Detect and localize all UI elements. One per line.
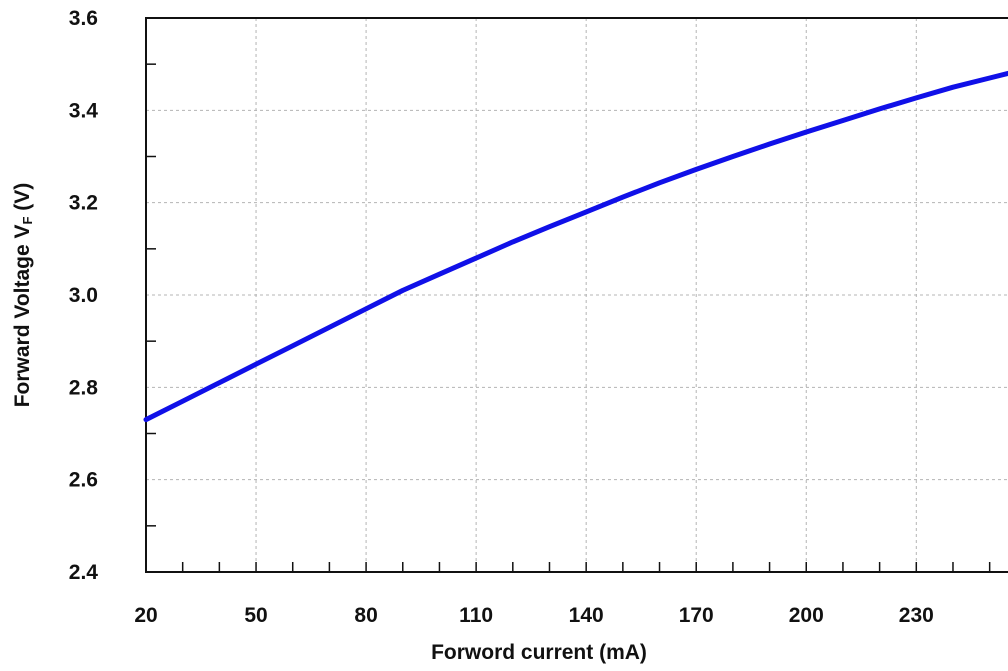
- x-axis-title: Forword current (mA): [431, 641, 647, 664]
- y-axis-title: Forward Voltage VF (V): [11, 183, 35, 408]
- x-tick-label: 110: [459, 604, 493, 627]
- y-tick-label: 3.6: [69, 7, 98, 30]
- minor-ticks: [146, 64, 990, 572]
- x-tick-labels: 20 50 80 110 140 170 200 230: [134, 604, 934, 627]
- y-tick-label: 3.2: [69, 192, 98, 215]
- y-tick-label: 2.6: [69, 469, 98, 492]
- x-tick-label: 20: [134, 604, 157, 627]
- series-layer: [146, 73, 1008, 419]
- y-tick-label: 3.0: [69, 284, 98, 307]
- grid-lines: [146, 18, 1008, 572]
- x-tick-label: 200: [789, 604, 824, 627]
- forward-voltage-curve: [146, 73, 1008, 419]
- x-tick-label: 170: [679, 604, 714, 627]
- y-tick-labels: 2.4 2.6 2.8 3.0 3.2 3.4 3.6: [69, 7, 99, 584]
- y-axis-title-subscript: F: [20, 216, 35, 224]
- x-tick-label: 80: [354, 604, 377, 627]
- y-tick-label: 2.8: [69, 376, 99, 399]
- y-tick-label: 2.4: [69, 561, 99, 584]
- y-tick-label: 3.4: [69, 99, 99, 122]
- x-tick-label: 140: [569, 604, 604, 627]
- x-tick-label: 50: [244, 604, 267, 627]
- y-axis-title-main: Forward Voltage V: [11, 224, 34, 407]
- x-tick-label: 230: [899, 604, 934, 627]
- y-axis-title-unit: (V): [11, 183, 34, 217]
